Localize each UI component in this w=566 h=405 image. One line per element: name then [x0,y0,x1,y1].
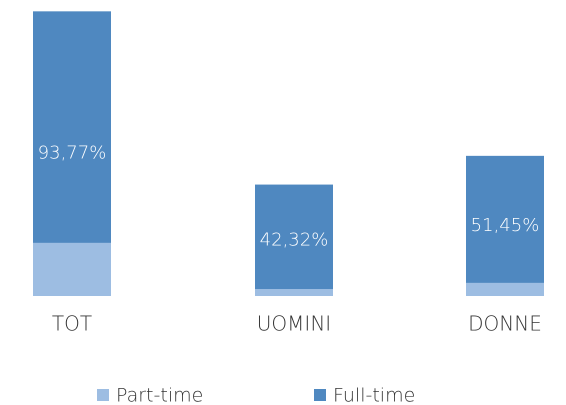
bar-segment [255,289,333,296]
data-label: 42,32% [260,229,329,250]
bar-segment [33,242,111,296]
bar-segment [33,11,111,243]
bar-segment [255,184,333,290]
data-label: 93,77% [38,143,107,164]
x-tick-label: UOMINI [257,312,331,336]
x-tick-label: TOT [52,312,92,336]
x-tick-label: DONNE [468,312,542,336]
legend-swatch [314,389,326,401]
bar-segment [466,155,544,283]
legend-swatch [97,389,109,401]
legend-label: Full-time [333,385,415,405]
legend-label: Part-time [116,385,203,405]
data-label: 51,45% [471,215,540,236]
bar-segment [466,282,544,296]
